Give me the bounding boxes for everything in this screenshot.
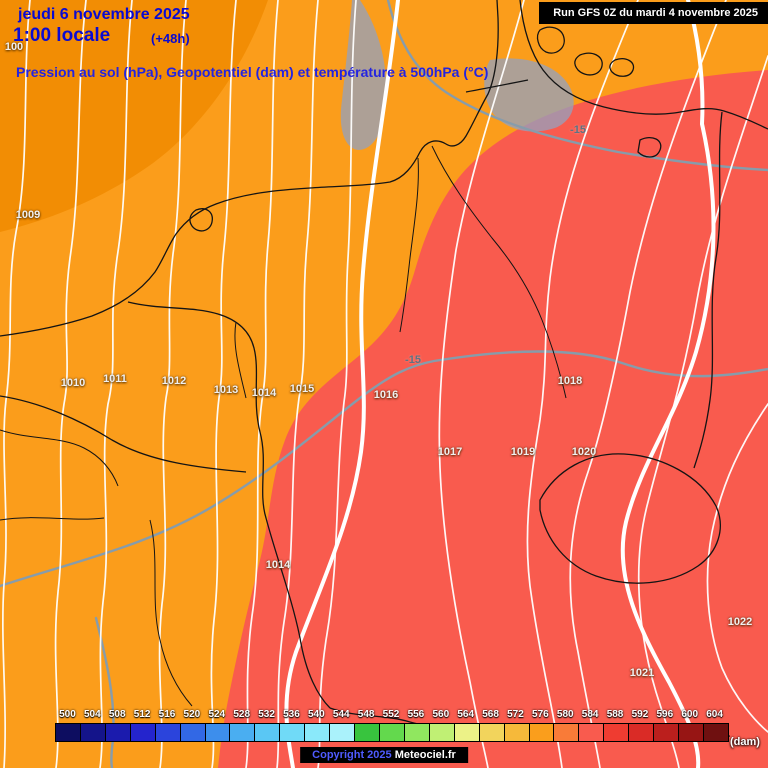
scale-cell <box>703 724 728 741</box>
scale-tick: 540 <box>308 709 325 720</box>
scale-cell <box>479 724 505 741</box>
scale-cell <box>305 724 331 741</box>
scale-tick: 500 <box>59 709 76 720</box>
copyright-box: Copyright 2025 Meteociel.fr <box>300 747 468 763</box>
scale-cell <box>130 724 156 741</box>
scale-cell <box>654 724 680 741</box>
scale-tick: 512 <box>133 709 151 720</box>
local-time-label: 1:00 locale <box>13 25 111 46</box>
scale-tick: 504 <box>83 709 101 720</box>
scale-cell <box>105 724 131 741</box>
copyright-text: Copyright 2025 <box>312 749 392 761</box>
scale-tick: 568 <box>482 709 499 720</box>
scale-cell <box>529 724 555 741</box>
scale-tick: 584 <box>581 709 599 720</box>
scale-tick: 532 <box>258 709 275 720</box>
scale-cell <box>454 724 480 741</box>
scale-tick: 572 <box>507 709 524 720</box>
scale-tick: 520 <box>183 709 201 720</box>
scale-tick: 604 <box>706 709 723 720</box>
scale-tick: 576 <box>532 709 549 720</box>
map-subtitle: Pression au sol (hPa), Geopotentiel (dam… <box>16 64 489 80</box>
scale-cell <box>679 724 704 741</box>
scale-cell <box>404 724 430 741</box>
scale-tick: 580 <box>556 709 574 720</box>
scale-tick-row: 500 504 508 512 516 520 524 528 532 536 540 544 548 5… <box>55 709 727 720</box>
scale-tick: 516 <box>158 709 176 720</box>
geopotential-thick-lines <box>284 0 716 768</box>
scale-tick: 596 <box>656 709 674 720</box>
scale-cell <box>255 724 281 741</box>
scale-cell <box>280 724 306 741</box>
scale-cell <box>379 724 405 741</box>
scale-tick: 536 <box>283 709 300 720</box>
scale-cell <box>355 724 380 741</box>
scale-cell <box>429 724 455 741</box>
scale-tick: 588 <box>606 709 624 720</box>
scale-cell <box>330 724 356 741</box>
copyright-site: Meteociel.fr <box>394 749 456 761</box>
scale-tick: 548 <box>357 709 375 720</box>
scale-cell <box>504 724 530 741</box>
scale-cell <box>579 724 605 741</box>
forecast-offset-label: (+48h) <box>151 31 190 46</box>
scale-tick: 560 <box>432 709 450 720</box>
scale-cell <box>80 724 106 741</box>
scale-tick: 508 <box>108 709 126 720</box>
scale-cell <box>554 724 580 741</box>
scale-cell <box>604 724 630 741</box>
scale-color-bar <box>55 723 729 742</box>
scale-cell <box>629 724 655 741</box>
scale-cell <box>230 724 256 741</box>
scale-tick: 544 <box>332 709 350 720</box>
scale-cell <box>155 724 181 741</box>
scale-cell <box>205 724 231 741</box>
date-label: jeudi 6 novembre 2025 <box>18 6 190 23</box>
scale-tick: 564 <box>457 709 475 720</box>
scale-cell <box>56 724 81 741</box>
scale-tick: 524 <box>208 709 226 720</box>
scale-tick: 528 <box>233 709 251 720</box>
scale-tick: 600 <box>681 709 699 720</box>
scale-tick: 556 <box>407 709 425 720</box>
scale-tick: 552 <box>382 709 400 720</box>
scale-unit-label: (dam) <box>730 736 760 748</box>
scale-cell <box>180 724 206 741</box>
run-info-box: Run GFS 0Z du mardi 4 novembre 2025 <box>539 2 768 24</box>
scale-tick: 592 <box>631 709 649 720</box>
